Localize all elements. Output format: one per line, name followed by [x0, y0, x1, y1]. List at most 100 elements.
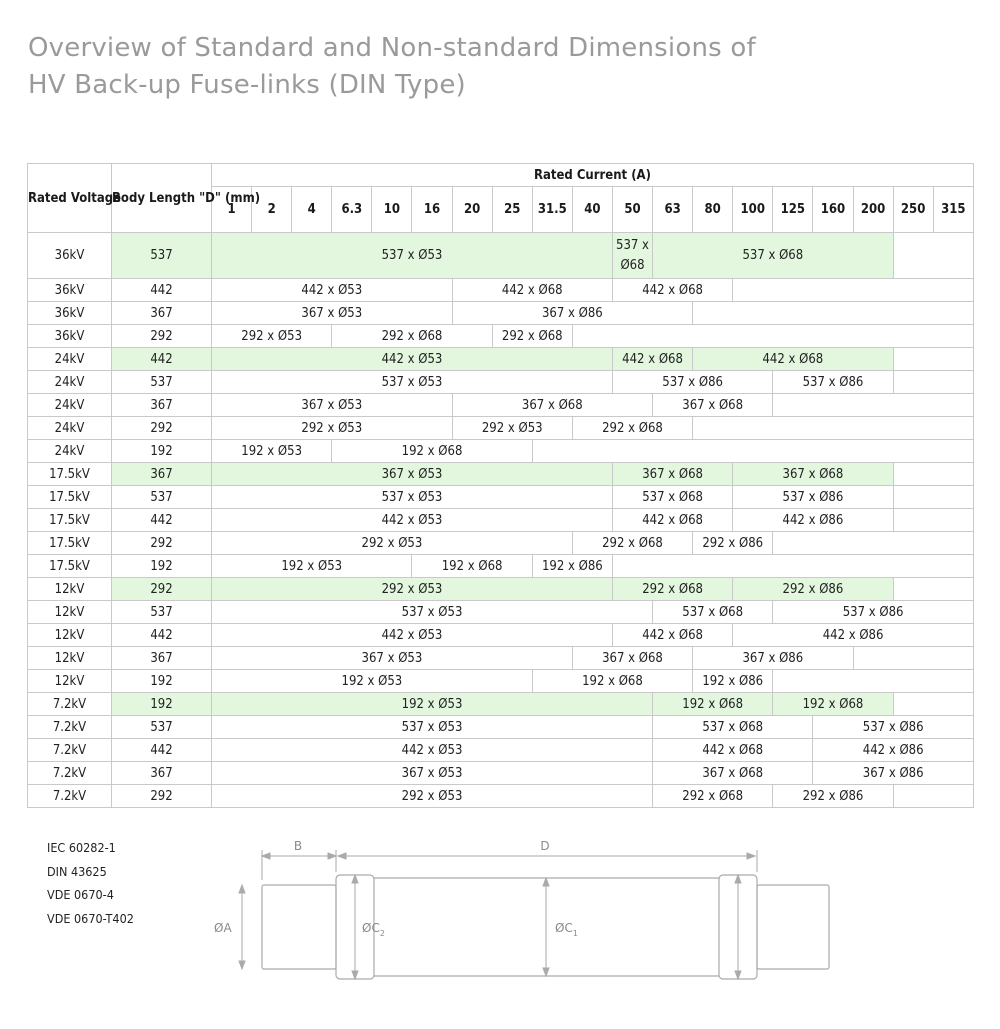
header-current-16: 16	[411, 186, 453, 233]
rated-voltage-cell: 36kV	[27, 324, 112, 348]
body-length-cell: 537	[111, 232, 212, 279]
table-row: 24kV 442 442 x Ø53 442 x Ø68 442 x Ø68	[27, 347, 974, 371]
page-title-line-2: HV Back-up Fuse-links (DIN Type)	[28, 70, 466, 100]
dimension-cell: 442 x Ø86	[732, 623, 974, 647]
body-length-cell: 537	[111, 715, 212, 739]
dimension-cell: 537 x Ø53	[211, 485, 613, 509]
empty-cell	[772, 393, 974, 417]
dimension-cell: 192 x Ø86	[531, 554, 613, 578]
header-current-31-5: 31.5	[531, 186, 573, 233]
dimension-cell: 292 x Ø68	[611, 577, 734, 601]
body-length-cell: 442	[111, 347, 212, 371]
rated-voltage-cell: 24kV	[27, 416, 112, 440]
dimension-cell: 537 x Ø86	[812, 715, 974, 739]
header-body-length: Body Length "D" (mm)	[111, 163, 260, 233]
empty-cell	[892, 508, 974, 532]
dimension-cell: 537 x Ø53	[210, 600, 654, 624]
header-current-10: 10	[371, 186, 413, 233]
rated-voltage-cell: 12kV	[27, 646, 112, 670]
rated-voltage-cell: 7.2kV	[27, 715, 112, 739]
table-row: 36kV 537 537 x Ø53 537 x Ø68 537 x Ø68	[27, 232, 974, 279]
dimension-cell: 537 x Ø86	[772, 600, 974, 624]
body-length-cell: 442	[111, 623, 212, 647]
dimension-cell: 537 x Ø68	[652, 232, 894, 279]
rated-voltage-cell: 17.5kV	[27, 531, 112, 555]
dimension-cell: 367 x Ø68	[732, 462, 894, 486]
dimension-cell: 292 x Ø68	[331, 324, 493, 348]
rated-voltage-cell: 12kV	[27, 623, 112, 647]
label-c2: ØC2	[362, 921, 385, 938]
body-length-cell: 367	[111, 301, 212, 325]
rated-voltage-cell: 7.2kV	[27, 692, 112, 716]
dimension-cell: 442 x Ø53	[211, 278, 453, 302]
dimension-cell: 292 x Ø68	[571, 416, 694, 440]
header-current-200: 200	[852, 186, 894, 233]
dimension-cell: 192 x Ø53	[210, 692, 654, 716]
rated-voltage-cell: 36kV	[27, 301, 112, 325]
body-length-cell: 192	[111, 439, 212, 463]
dimension-cell: 537 x Ø53	[211, 370, 613, 394]
empty-cell	[692, 301, 974, 325]
header-current-50: 50	[611, 186, 654, 233]
table-row: 24kV 367 367 x Ø53 367 x Ø68 367 x Ø68	[27, 393, 974, 417]
body-length-cell: 442	[111, 278, 212, 302]
empty-cell	[892, 462, 974, 486]
dimension-cell: 292 x Ø53	[210, 784, 654, 808]
body-length-cell: 292	[111, 416, 212, 440]
rated-voltage-cell: 12kV	[27, 577, 112, 601]
header-row-group: Rated Voltage Body Length "D" (mm) Rated…	[27, 163, 974, 233]
rated-voltage-cell: 7.2kV	[27, 761, 112, 785]
dimension-cell: 292 x Ø53	[211, 577, 613, 601]
dimension-cell: 537 x Ø86	[772, 370, 894, 394]
empty-cell	[611, 554, 974, 578]
rated-voltage-cell: 17.5kV	[27, 554, 112, 578]
page-title: Overview of Standard and Non-standard Di…	[28, 30, 756, 104]
fuse-end-cap-left	[261, 884, 337, 970]
dimension-cell: 292 x Ø53	[211, 416, 453, 440]
dimension-cell: 367 x Ø53	[211, 462, 613, 486]
body-length-cell: 367	[111, 462, 212, 486]
dimension-cell: 192 x Ø68	[531, 669, 694, 693]
dimension-cell: 367 x Ø86	[812, 761, 974, 785]
header-current-125: 125	[772, 186, 814, 233]
fuse-end-cap-right	[756, 884, 830, 970]
rated-voltage-cell: 17.5kV	[27, 508, 112, 532]
dimension-cell: 292 x Ø86	[772, 784, 894, 808]
header-current-315: 315	[932, 186, 974, 233]
dimension-cell: 367 x Ø86	[451, 301, 694, 325]
dimension-cell: 192 x Ø68	[411, 554, 533, 578]
dimension-cell: 442 x Ø68	[611, 508, 734, 532]
table-row: 7.2kV 537 537 x Ø53 537 x Ø68 537 x Ø86	[27, 715, 974, 739]
rated-voltage-cell: 24kV	[27, 347, 112, 371]
rated-voltage-cell: 24kV	[27, 370, 112, 394]
dimension-cell: 537 x Ø86	[732, 485, 894, 509]
dimension-cell: 537 x Ø68	[611, 232, 654, 279]
empty-cell	[892, 692, 974, 716]
empty-cell	[692, 416, 974, 440]
dimension-cell: 192 x Ø53	[210, 554, 413, 578]
dimension-cell: 442 x Ø53	[211, 508, 613, 532]
page-title-line-1: Overview of Standard and Non-standard Di…	[28, 33, 756, 63]
dimensions-table: Rated Voltage Body Length "D" (mm) Rated…	[27, 163, 974, 808]
header-current-40: 40	[571, 186, 613, 233]
empty-cell	[571, 324, 974, 348]
rated-voltage-cell: 24kV	[27, 439, 112, 463]
header-current-160: 160	[812, 186, 854, 233]
dimension-cell: 442 x Ø86	[812, 738, 974, 762]
dimension-cell: 367 x Ø68	[611, 462, 734, 486]
table-body: 36kV 537 537 x Ø53 537 x Ø68 537 x Ø68 36kV 44…	[27, 232, 974, 808]
dimension-cell: 367 x Ø53	[211, 646, 573, 670]
empty-cell	[732, 278, 974, 302]
dimension-cell: 292 x Ø86	[732, 577, 894, 601]
rated-voltage-cell: 7.2kV	[27, 738, 112, 762]
table-row: 17.5kV 442 442 x Ø53 442 x Ø68 442 x Ø86	[27, 508, 974, 532]
table-row: 36kV 292 292 x Ø53 292 x Ø68 292 x Ø68	[27, 324, 974, 348]
body-length-cell: 292	[111, 324, 212, 348]
dimension-cell: 442 x Ø68	[611, 623, 734, 647]
dimension-cell: 537 x Ø68	[652, 715, 814, 739]
dimension-cell: 442 x Ø68	[611, 278, 734, 302]
dimension-cell: 537 x Ø68	[611, 485, 734, 509]
table-row: 7.2kV 367 367 x Ø53 367 x Ø68 367 x Ø86	[27, 761, 974, 785]
body-length-cell: 367	[111, 393, 212, 417]
dimension-cell: 367 x Ø53	[211, 393, 453, 417]
